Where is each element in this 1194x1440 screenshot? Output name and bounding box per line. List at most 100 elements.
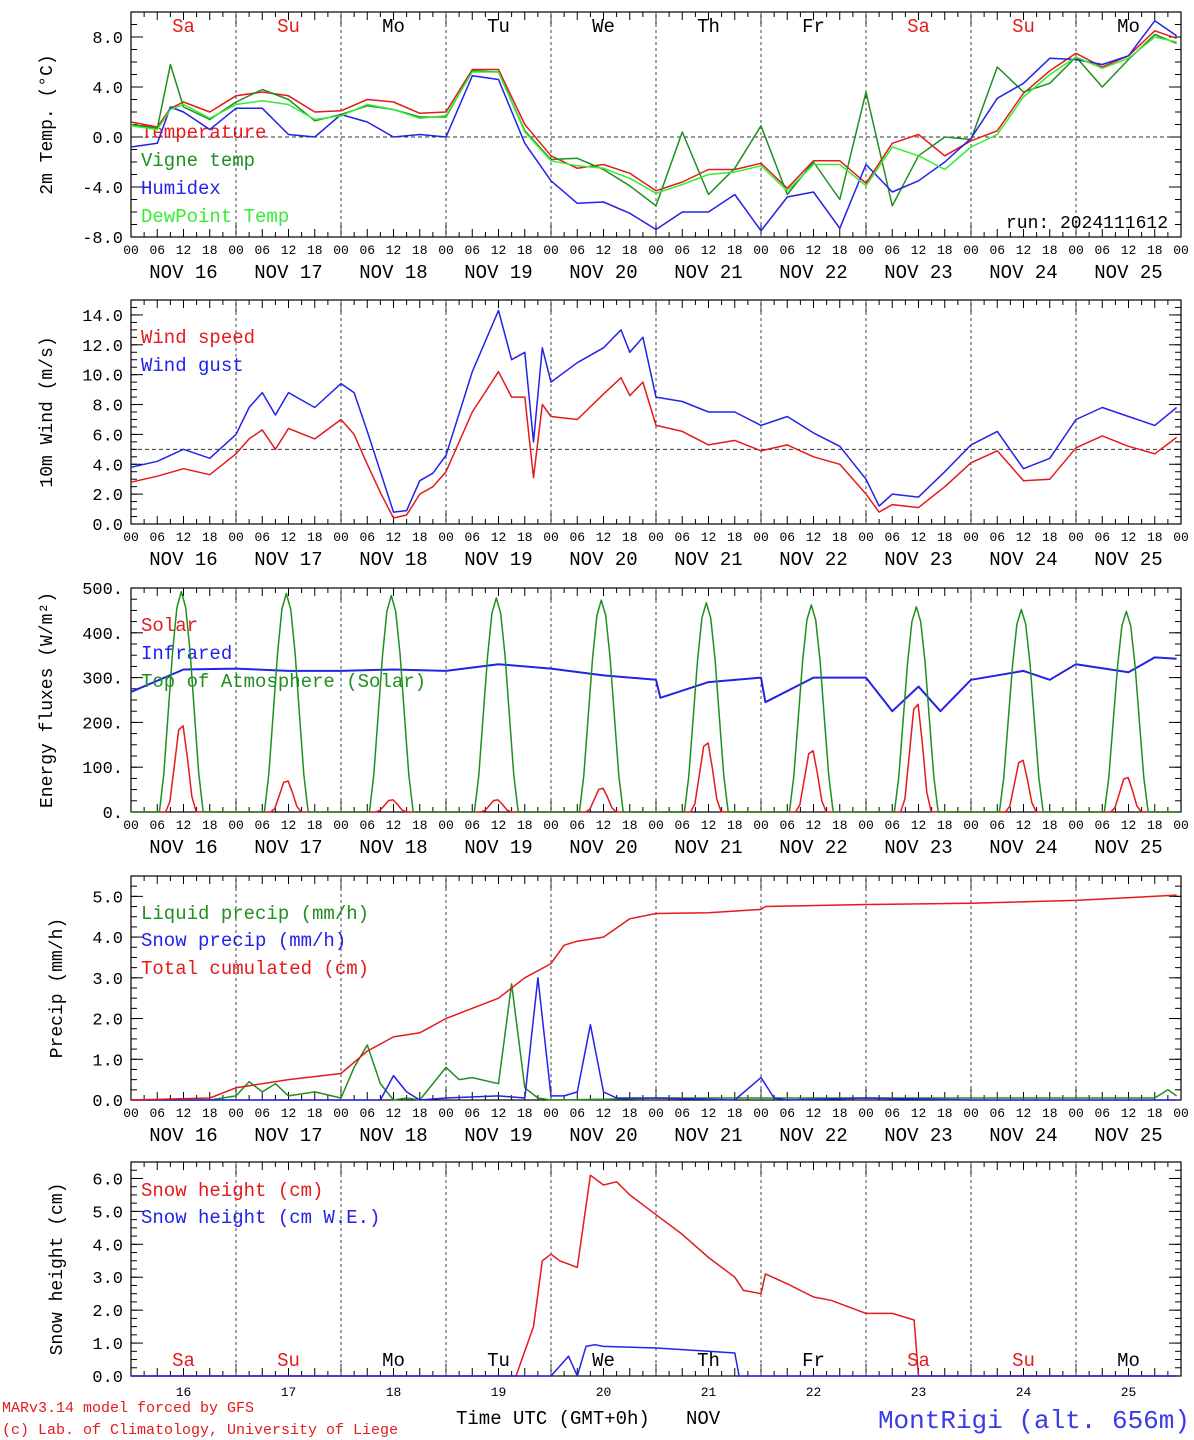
hour-tick-label: 12 xyxy=(491,818,507,833)
hour-tick-label: 00 xyxy=(1173,818,1189,833)
hour-tick-label: 06 xyxy=(359,1106,375,1121)
y-tick-label: 6.0 xyxy=(92,1171,123,1190)
hour-tick-label: 18 xyxy=(937,818,953,833)
weekday-label: Tu xyxy=(487,16,510,38)
hour-tick-label: 00 xyxy=(123,1106,139,1121)
hour-tick-label: 18 xyxy=(832,530,848,545)
y-tick-label: 8.0 xyxy=(92,30,123,49)
hour-tick-label: 18 xyxy=(937,243,953,258)
hour-tick-label: 00 xyxy=(543,1106,559,1121)
y-tick-label: 0.0 xyxy=(92,1093,123,1112)
day-number-label: 19 xyxy=(491,1385,507,1400)
hour-tick-label: 00 xyxy=(858,818,874,833)
hour-tick-label: 12 xyxy=(1121,818,1137,833)
date-label: NOV 20 xyxy=(569,1125,637,1147)
hour-tick-label: 12 xyxy=(806,530,822,545)
y-tick-label: 8.0 xyxy=(92,398,123,417)
series-line-vigne-temp xyxy=(130,33,1177,207)
day-number-label: 24 xyxy=(1016,1385,1032,1400)
date-label: NOV 19 xyxy=(464,262,532,284)
y-tick-label: 2.0 xyxy=(92,487,123,506)
y-tick-label: 4.0 xyxy=(92,80,123,99)
date-label: NOV 19 xyxy=(464,549,532,571)
weekday-label: Su xyxy=(277,1350,300,1372)
hour-tick-label: 12 xyxy=(386,818,402,833)
date-label: NOV 17 xyxy=(254,549,322,571)
weekday-label: Th xyxy=(697,1350,720,1372)
hour-tick-label: 18 xyxy=(517,530,533,545)
hour-tick-label: 06 xyxy=(569,1106,585,1121)
hour-tick-label: 06 xyxy=(254,818,270,833)
y-tick-label: 0. xyxy=(103,805,123,824)
hour-tick-label: 12 xyxy=(1016,243,1032,258)
hour-tick-label: 18 xyxy=(202,243,218,258)
hour-tick-label: 06 xyxy=(1094,530,1110,545)
hour-tick-label: 12 xyxy=(386,243,402,258)
hour-tick-label: 12 xyxy=(806,243,822,258)
hour-tick-label: 00 xyxy=(1068,818,1084,833)
hour-tick-label: 18 xyxy=(1147,818,1163,833)
hour-tick-label: 18 xyxy=(1042,530,1058,545)
y-tick-label: 400. xyxy=(82,626,123,645)
day-number-label: 17 xyxy=(281,1385,297,1400)
hour-tick-label: 18 xyxy=(727,530,743,545)
weekday-label: Fr xyxy=(802,1350,825,1372)
hour-tick-label: 06 xyxy=(989,818,1005,833)
hour-tick-label: 18 xyxy=(622,243,638,258)
hour-tick-label: 00 xyxy=(1068,243,1084,258)
hour-tick-label: 00 xyxy=(123,818,139,833)
weekday-label: Mo xyxy=(1117,16,1140,38)
day-number-label: 20 xyxy=(596,1385,612,1400)
weekday-label: We xyxy=(592,1350,615,1372)
date-label: NOV 22 xyxy=(779,1125,847,1147)
hour-tick-label: 06 xyxy=(779,818,795,833)
hour-tick-label: 00 xyxy=(438,243,454,258)
hour-tick-label: 12 xyxy=(491,243,507,258)
weekday-label: We xyxy=(592,16,615,38)
date-label: NOV 16 xyxy=(149,549,217,571)
panel-4: 0.0 1.0 2.0 3.0 4.0 5.0 Precip (mm/h) 00 06 12 18 N… xyxy=(48,875,1189,1147)
plot-frame xyxy=(130,299,1182,525)
date-label: NOV 22 xyxy=(779,549,847,571)
hour-tick-label: 18 xyxy=(517,243,533,258)
legend-entry: Snow height (cm) xyxy=(141,1180,323,1202)
hour-tick-label: 00 xyxy=(963,530,979,545)
hour-tick-label: 00 xyxy=(1068,1106,1084,1121)
date-label: NOV 23 xyxy=(884,262,952,284)
y-tick-label: 2.0 xyxy=(92,1012,123,1031)
month-label: NOV xyxy=(686,1408,721,1430)
hour-tick-label: 18 xyxy=(727,243,743,258)
panel-1: -8.0 -4.0 0.0 4.0 8.0 2m Temp. (°C) 00 06 12 18 NO… xyxy=(38,11,1189,284)
series-line-wind-gust xyxy=(130,309,1178,513)
hour-tick-label: 00 xyxy=(1068,530,1084,545)
hour-tick-label: 00 xyxy=(228,243,244,258)
date-label: NOV 18 xyxy=(359,549,427,571)
hour-tick-label: 18 xyxy=(832,1106,848,1121)
hour-tick-label: 12 xyxy=(1016,818,1032,833)
day-number-label: 18 xyxy=(386,1385,402,1400)
date-label: NOV 24 xyxy=(989,837,1057,859)
legend-entry: Snow precip (mm/h) xyxy=(141,930,346,952)
hour-tick-label: 12 xyxy=(911,1106,927,1121)
series-line-liquid-precip-mm-h- xyxy=(131,983,1178,1101)
hour-tick-label: 18 xyxy=(412,818,428,833)
hour-tick-label: 18 xyxy=(727,818,743,833)
hour-tick-label: 18 xyxy=(1147,243,1163,258)
legend-entry: Wind gust xyxy=(141,355,244,377)
hour-tick-label: 18 xyxy=(517,818,533,833)
date-label: NOV 16 xyxy=(149,1125,217,1147)
y-tick-label: 5.0 xyxy=(92,1204,123,1223)
y-tick-label: 100. xyxy=(82,760,123,779)
hour-tick-label: 00 xyxy=(228,530,244,545)
weekday-label: Sa xyxy=(907,16,930,38)
hour-tick-label: 06 xyxy=(359,818,375,833)
hour-tick-label: 06 xyxy=(989,243,1005,258)
hour-tick-label: 06 xyxy=(779,530,795,545)
date-label: NOV 25 xyxy=(1094,262,1162,284)
panel-5: 0.0 1.0 2.0 3.0 4.0 5.0 6.0 Snow height (cm) 16 1… xyxy=(48,1161,1182,1400)
hour-tick-label: 12 xyxy=(701,530,717,545)
hour-tick-label: 06 xyxy=(254,243,270,258)
hour-tick-label: 12 xyxy=(701,243,717,258)
date-label: NOV 20 xyxy=(569,262,637,284)
y-tick-label: 3.0 xyxy=(92,971,123,990)
